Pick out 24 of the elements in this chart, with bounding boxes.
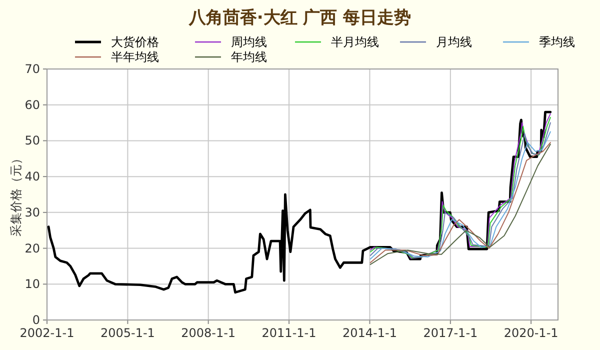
legend-label: 季均线 bbox=[539, 35, 575, 49]
x-tick-label: 2020-1-1 bbox=[504, 326, 558, 340]
x-tick-label: 2008-1-1 bbox=[181, 326, 236, 340]
chart-title: 八角茴香·大红 广西 每日走势 bbox=[188, 8, 412, 28]
y-tick-label: 50 bbox=[24, 134, 40, 148]
y-tick-label: 40 bbox=[24, 170, 40, 184]
y-tick-label: 60 bbox=[24, 98, 40, 112]
legend-label: 月均线 bbox=[436, 35, 472, 49]
legend-label: 大货价格 bbox=[111, 35, 159, 49]
y-tick-label: 10 bbox=[24, 277, 40, 292]
legend-label: 周均线 bbox=[231, 35, 267, 49]
y-tick-label: 70 bbox=[24, 62, 40, 76]
x-tick-label: 2005-1-1 bbox=[100, 326, 155, 340]
legend-label: 半月均线 bbox=[331, 35, 379, 49]
legend-label: 半年均线 bbox=[111, 50, 159, 64]
x-tick-label: 2014-1-1 bbox=[342, 326, 397, 340]
y-tick-label: 30 bbox=[24, 205, 40, 220]
x-tick-label: 2011-1-1 bbox=[262, 326, 316, 340]
y-tick-label: 20 bbox=[24, 241, 40, 256]
x-tick-label: 2002-1-1 bbox=[20, 326, 74, 340]
legend-label: 年均线 bbox=[231, 50, 267, 64]
y-tick-label: 0 bbox=[32, 313, 40, 327]
x-tick-label: 2017-1-1 bbox=[423, 326, 478, 340]
y-axis-title: 采集价格（元） bbox=[9, 152, 23, 236]
